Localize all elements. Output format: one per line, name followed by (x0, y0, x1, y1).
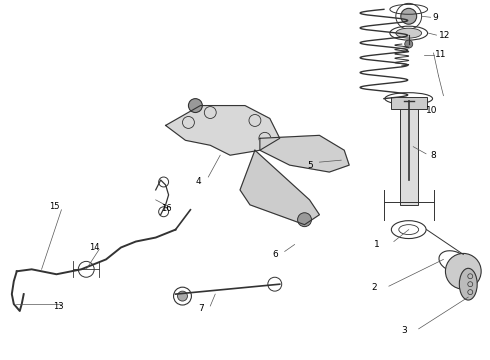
Text: 15: 15 (49, 202, 60, 211)
Circle shape (401, 8, 416, 24)
Text: 12: 12 (439, 31, 450, 40)
Circle shape (297, 213, 312, 227)
Text: 9: 9 (433, 13, 438, 22)
Circle shape (189, 99, 202, 113)
Circle shape (445, 253, 481, 289)
Text: 14: 14 (89, 243, 99, 252)
Text: 5: 5 (308, 161, 313, 170)
Circle shape (405, 40, 413, 48)
Text: 7: 7 (198, 305, 204, 314)
Text: 8: 8 (431, 151, 436, 160)
Text: 10: 10 (426, 106, 437, 115)
FancyBboxPatch shape (400, 105, 417, 205)
Polygon shape (166, 105, 280, 155)
Text: 1: 1 (374, 240, 380, 249)
Ellipse shape (396, 28, 421, 38)
Text: 16: 16 (161, 204, 171, 213)
Text: 13: 13 (53, 302, 64, 311)
Polygon shape (260, 135, 349, 172)
Polygon shape (240, 150, 319, 225)
Circle shape (177, 291, 188, 301)
Ellipse shape (459, 268, 477, 300)
Text: 4: 4 (196, 177, 201, 186)
Text: 3: 3 (401, 326, 407, 335)
Text: 2: 2 (371, 283, 377, 292)
FancyBboxPatch shape (391, 96, 427, 109)
Text: 11: 11 (435, 50, 446, 59)
Text: 6: 6 (273, 250, 278, 259)
